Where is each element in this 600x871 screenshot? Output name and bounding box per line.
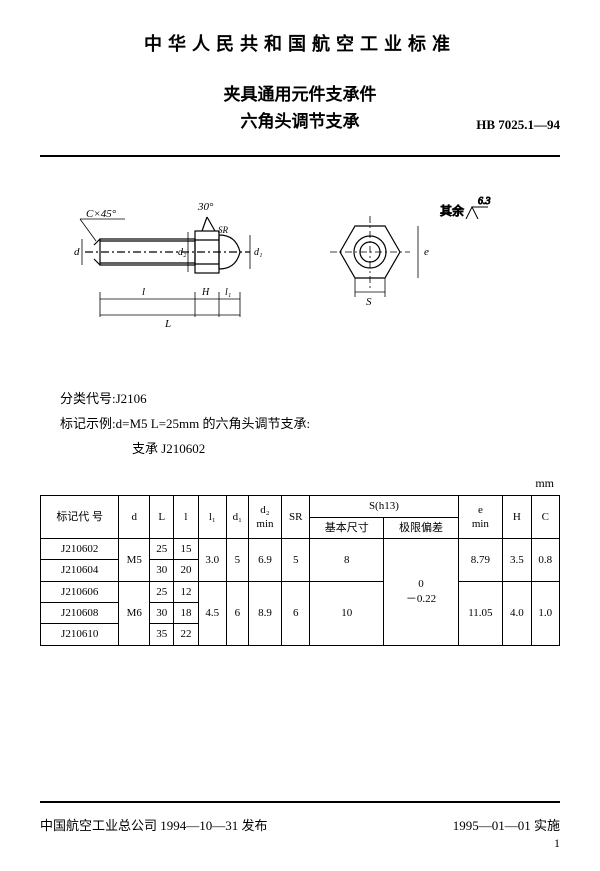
table-cell: 22 — [174, 624, 198, 645]
class-code: J2106 — [116, 391, 147, 406]
th-d2min: d₂min — [248, 496, 282, 539]
label-e: e — [424, 246, 429, 258]
footer: 中国航空工业总公司 1994—10—31 发布 1995—01—01 实施 1 — [40, 793, 560, 851]
table-cell: 4.0 — [503, 581, 531, 645]
label-d1: d₁ — [254, 247, 262, 258]
label-d2: d₂ — [178, 247, 187, 258]
table-cell: J210610 — [41, 624, 119, 645]
label-angle: 30° — [197, 201, 214, 213]
table-cell: 0.8 — [531, 539, 559, 582]
table-cell: 3.0 — [198, 539, 226, 582]
mark-text: d=M5 L=25mm 的六角头调节支承: — [116, 416, 311, 431]
th-l1: l₁ — [198, 496, 226, 539]
mark-line2: 支承 J210602 — [60, 437, 560, 462]
label-L: L — [164, 318, 171, 330]
th-code: 标记代 号 — [41, 496, 119, 539]
surface-val: 6.3 — [478, 196, 491, 207]
table-cell: 3.5 — [503, 539, 531, 582]
table-cell: 8.9 — [248, 581, 282, 645]
table-cell: 6 — [226, 581, 248, 645]
table-cell: J210608 — [41, 602, 119, 623]
label-sr: SR — [218, 225, 229, 235]
th-Sbasic: 基本尺寸 — [310, 517, 384, 538]
table-cell: 25 — [150, 581, 174, 602]
unit-label: mm — [40, 476, 560, 491]
label-S: S — [366, 296, 372, 308]
table-cell: 8 — [310, 539, 384, 582]
effective-text: 1995—01—01 实施 — [453, 815, 560, 834]
surface-note: 其余 — [440, 203, 464, 218]
page-number: 1 — [40, 836, 560, 851]
table-cell: 8.79 — [458, 539, 502, 582]
org-title: 中华人民共和国航空工业标准 — [40, 30, 560, 56]
table-cell: J210604 — [41, 560, 119, 581]
title-row: 夹具通用元件支承件 六角头调节支承 HB 7025.1—94 — [40, 81, 560, 135]
table-cell: 15 — [174, 539, 198, 560]
table-cell: 12 — [174, 581, 198, 602]
th-d: d — [119, 496, 150, 539]
label-H: H — [201, 287, 210, 298]
th-SR: SR — [282, 496, 310, 539]
th-H: H — [503, 496, 531, 539]
table-cell: 30 — [150, 602, 174, 623]
table-cell: 6.9 — [248, 539, 282, 582]
table-cell: 10 — [310, 581, 384, 645]
table-cell: 11.05 — [458, 581, 502, 645]
table-cell: M5 — [119, 539, 150, 582]
class-label: 分类代号: — [60, 391, 116, 406]
th-l: l — [174, 496, 198, 539]
mark-label: 标记示例: — [60, 416, 116, 431]
table-cell: 5 — [282, 539, 310, 582]
th-L: L — [150, 496, 174, 539]
doc-title-1: 夹具通用元件支承件 — [40, 81, 560, 108]
table-cell: J210606 — [41, 581, 119, 602]
table-cell: M6 — [119, 581, 150, 645]
label-d: d — [74, 246, 80, 258]
th-d1: d₁ — [226, 496, 248, 539]
label-l1: l₁ — [225, 287, 231, 298]
table-cell: 6 — [282, 581, 310, 645]
label-l: l — [142, 286, 145, 298]
table-cell: 20 — [174, 560, 198, 581]
th-Sgroup: S(h13) — [310, 496, 458, 517]
spec-table: 标记代 号 d L l l₁ d₁ d₂min SR S(h13) emin H… — [40, 495, 560, 645]
label-chamfer: C×45° — [86, 208, 117, 220]
table-cell: 0－0.22 — [384, 539, 458, 645]
th-C: C — [531, 496, 559, 539]
table-cell: 30 — [150, 560, 174, 581]
standard-code: HB 7025.1—94 — [476, 117, 560, 133]
table-cell: J210602 — [41, 539, 119, 560]
issuer-text: 中国航空工业总公司 1994—10—31 发布 — [40, 815, 268, 834]
rule-bottom — [40, 801, 560, 803]
meta-block: 分类代号:J2106 标记示例:d=M5 L=25mm 的六角头调节支承: 支承… — [60, 387, 560, 461]
table-cell: 1.0 — [531, 581, 559, 645]
table-cell: 4.5 — [198, 581, 226, 645]
table-cell: 5 — [226, 539, 248, 582]
rule-top — [40, 155, 560, 157]
th-Stol: 极限偏差 — [384, 517, 458, 538]
table-cell: 18 — [174, 602, 198, 623]
table-cell: 35 — [150, 624, 174, 645]
engineering-diagram: C×45° 30° d d₂ d₁ l H l₁ L SR S e 其余 — [40, 177, 560, 357]
table-cell: 25 — [150, 539, 174, 560]
th-emin: emin — [458, 496, 502, 539]
